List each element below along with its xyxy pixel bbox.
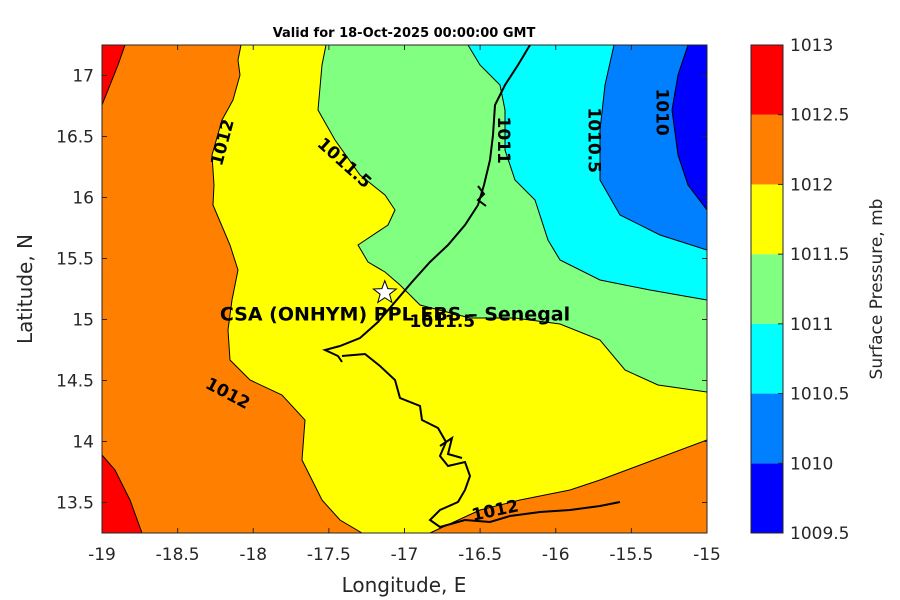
region-1009-5 xyxy=(672,45,707,210)
colorbar-tick-label: 1012.5 xyxy=(790,106,849,126)
colorbar-frame xyxy=(750,44,784,534)
x-tick-label: -16 xyxy=(542,545,570,565)
colorbar-swatch xyxy=(751,393,783,464)
colorbar-label: Surface Pressure, mb xyxy=(867,199,887,380)
colorbar-swatch xyxy=(751,323,783,394)
x-axis-label: Longitude, E xyxy=(342,573,467,597)
x-tick-label: -15.5 xyxy=(609,545,653,565)
contour-label: 1010 xyxy=(652,88,672,135)
y-axis-label: Latitude, N xyxy=(13,234,37,344)
y-tick-label: 16 xyxy=(72,189,94,209)
y-tick-label: 14.5 xyxy=(56,372,94,392)
colorbar: 1009.5 1010 1010.5 1011 1011.5 1012 1012.5 1013 xyxy=(750,36,849,544)
plot-title: Valid for 18-Oct-2025 00:00:00 GMT xyxy=(273,26,536,41)
y-axis-ticks: 17 16.5 16 15.5 15 14.5 14 13.5 xyxy=(56,67,707,514)
colorbar-swatch xyxy=(751,114,783,185)
colorbar-tick-label: 1010.5 xyxy=(790,385,849,405)
colorbar-swatch xyxy=(751,45,783,115)
y-tick-label: 13.5 xyxy=(56,494,94,514)
x-tick-label: -18 xyxy=(239,545,267,565)
y-tick-label: 17 xyxy=(72,67,94,87)
colorbar-tick-label: 1011.5 xyxy=(790,245,849,265)
x-tick-label: -16.5 xyxy=(458,545,502,565)
x-tick-label: -17.5 xyxy=(307,545,351,565)
y-tick-label: 14 xyxy=(72,433,94,453)
coastline xyxy=(322,45,621,529)
colorbar-tick-label: 1013 xyxy=(790,36,833,56)
y-tick-label: 16.5 xyxy=(56,128,94,148)
colorbar-swatch xyxy=(751,463,783,533)
contour-label: 1011.5 xyxy=(410,312,476,332)
contour-lines xyxy=(102,45,707,533)
y-tick-label: 15 xyxy=(72,311,94,331)
colorbar-tick-label: 1012 xyxy=(790,175,833,195)
colorbar-tick-label: 1011 xyxy=(790,315,833,335)
colorbar-swatch xyxy=(751,184,783,255)
colorbar-tick-label: 1009.5 xyxy=(790,524,849,544)
x-axis-ticks: -19 -18.5 -18 -17.5 -17 -16.5 -16 -15.5 -15 xyxy=(88,45,721,565)
x-tick-label: -19 xyxy=(88,545,116,565)
colorbar-swatch xyxy=(751,254,783,324)
x-tick-label: -15 xyxy=(693,545,721,565)
region-1012-5-southwest xyxy=(102,455,142,533)
y-tick-label: 15.5 xyxy=(56,250,94,270)
x-tick-label: -17 xyxy=(391,545,419,565)
site-star-icon xyxy=(372,279,398,304)
site-label: CSA (ONHYM) PPL EBS – Senegal xyxy=(220,304,570,326)
contour-label: 1011 xyxy=(493,116,513,163)
colorbar-tick-label: 1010 xyxy=(790,454,833,474)
contour-label: 1010.5 xyxy=(584,107,604,173)
x-tick-label: -18.5 xyxy=(156,545,200,565)
